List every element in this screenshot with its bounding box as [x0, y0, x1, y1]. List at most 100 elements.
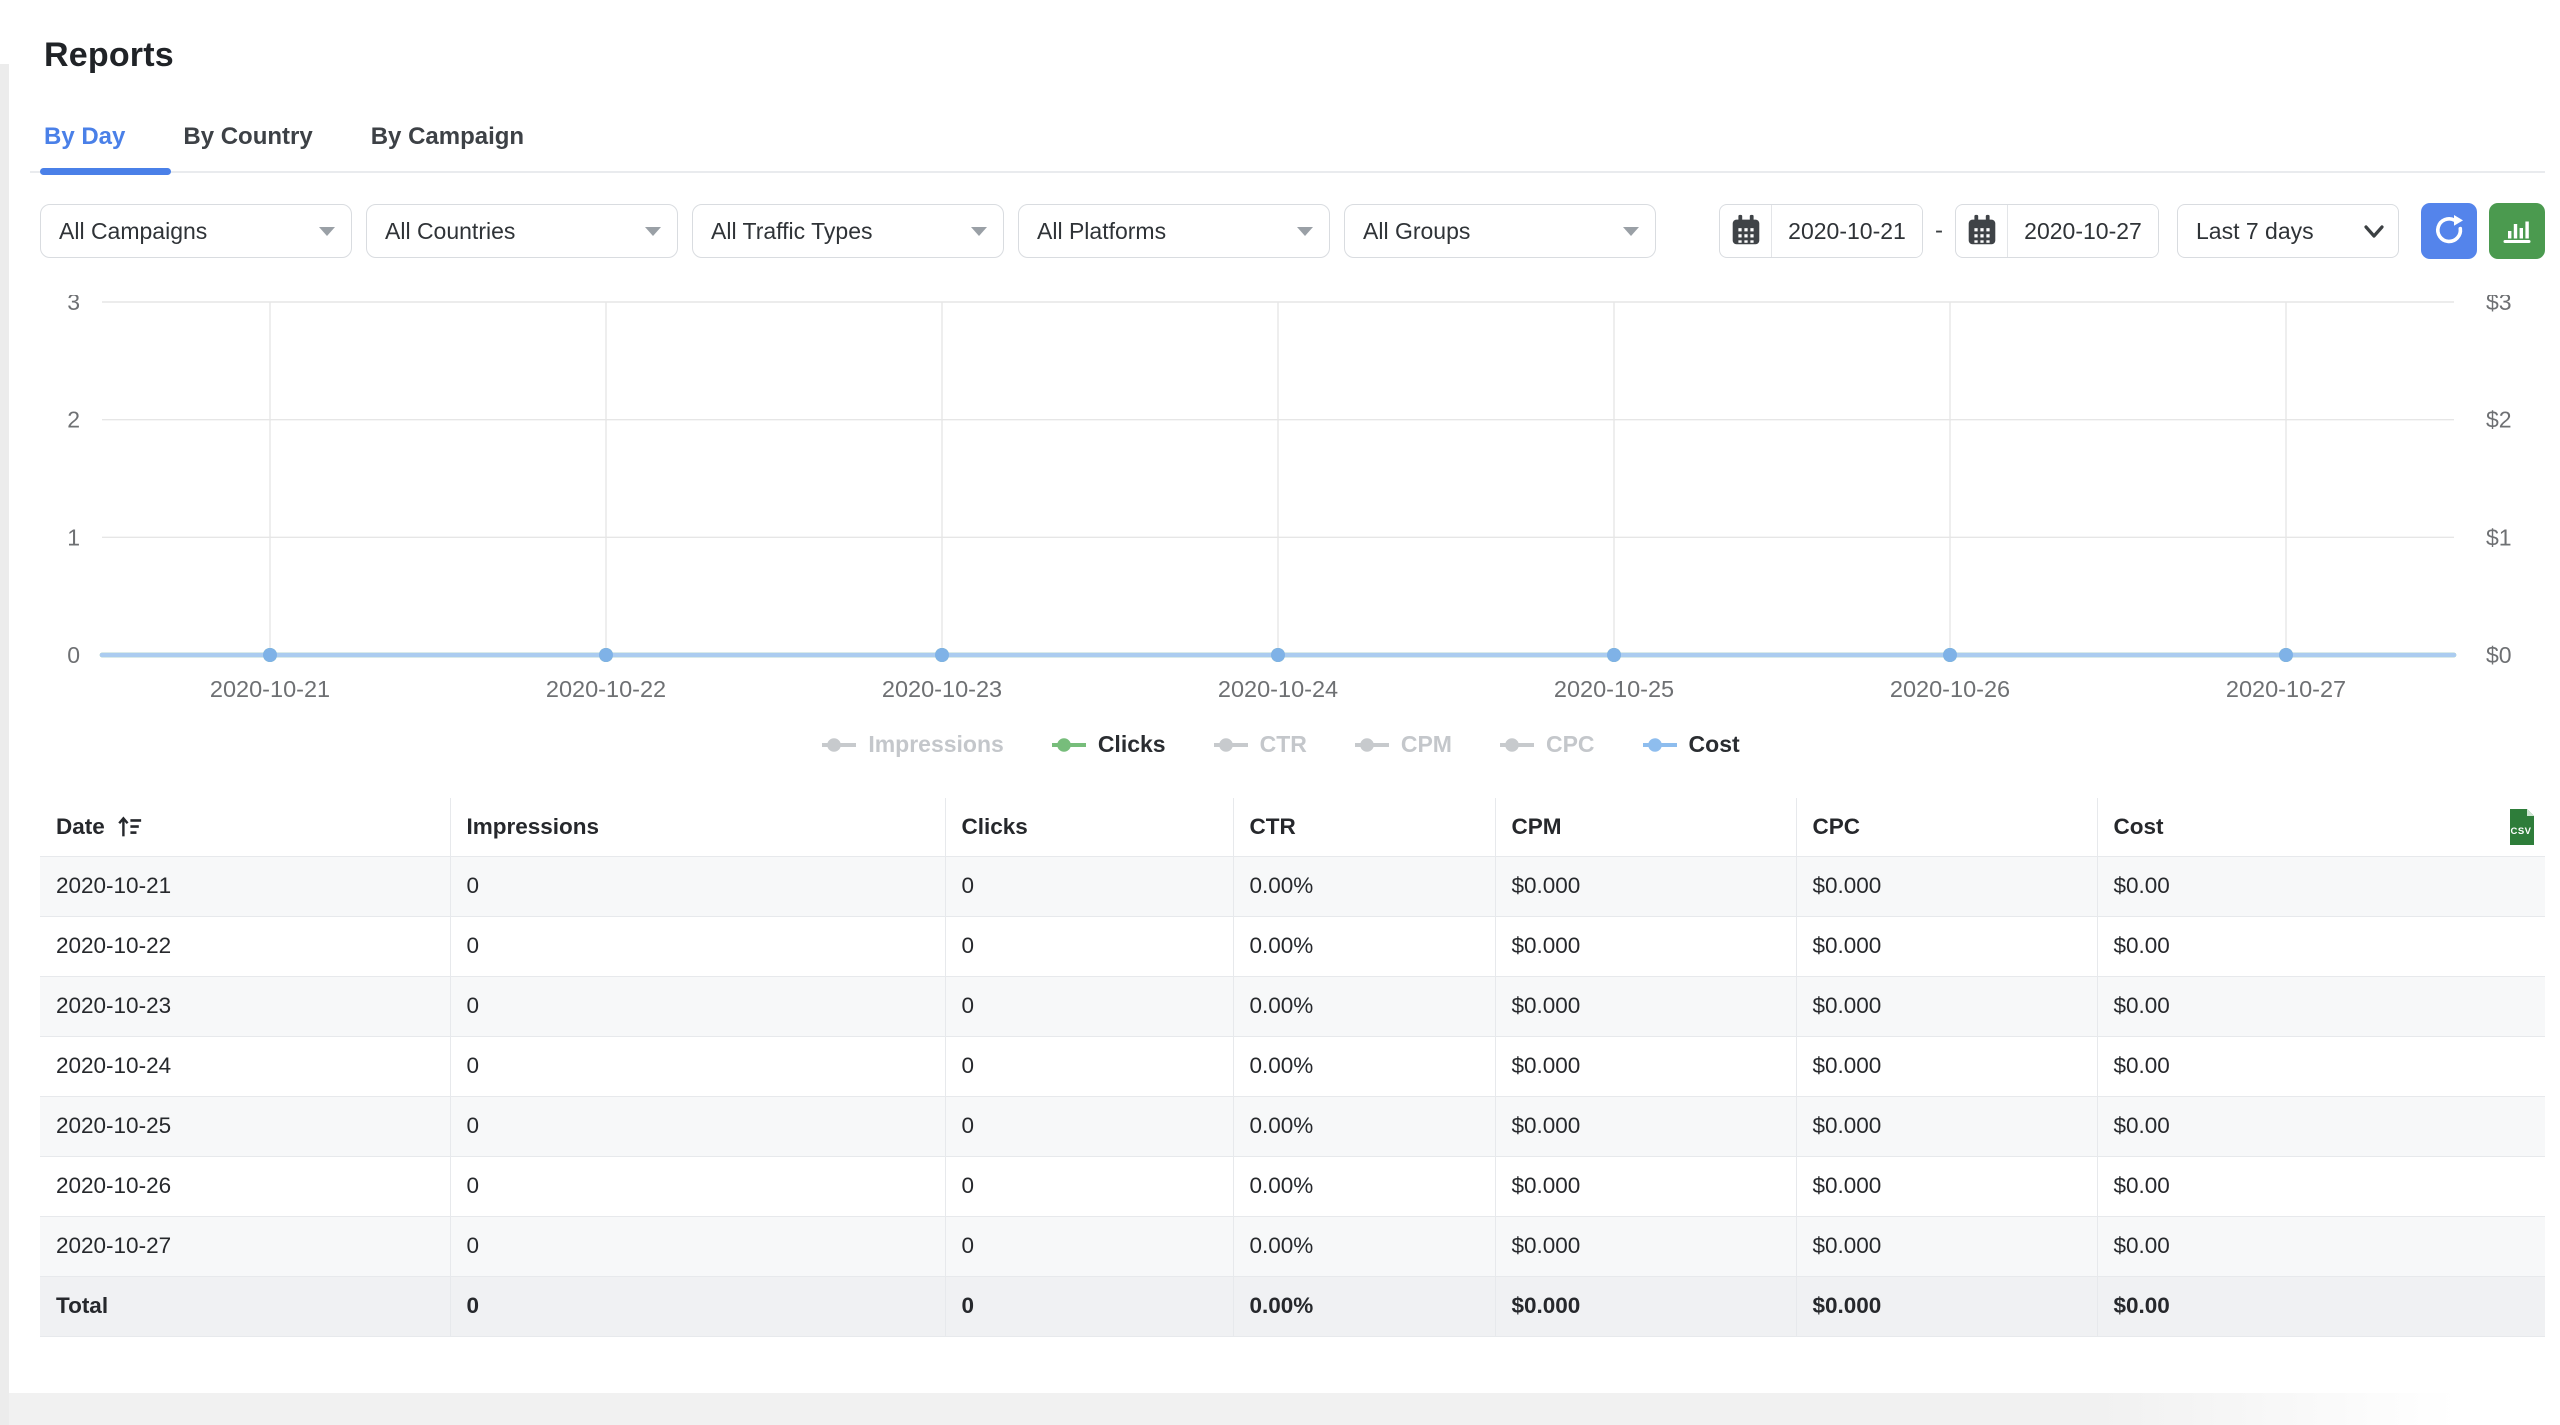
refresh-icon — [2436, 215, 2463, 244]
table-cell: 0 — [945, 856, 1234, 917]
table-cell: 0 — [945, 1156, 1234, 1217]
table-cell: 0 — [945, 1096, 1234, 1157]
date-separator: - — [1935, 217, 1943, 244]
table-cell: 0 — [450, 1156, 946, 1217]
tab-by-country[interactable]: By Country — [183, 123, 313, 150]
table-cell: 0 — [450, 1036, 946, 1097]
table-cell: $0.000 — [1495, 976, 1797, 1037]
legend-item-cpm[interactable]: CPM — [1353, 731, 1452, 758]
table-cell: 0 — [945, 976, 1234, 1037]
table-cell: $0.00 — [2097, 916, 2545, 977]
table-row: 2020-10-24 0 0 0.00% $0.000 $0.000 $0.00 — [40, 1036, 2545, 1097]
table-cell: 0.00% — [1233, 1156, 1496, 1217]
legend-label: Cost — [1688, 731, 1740, 757]
table-cell: $0.00 — [2097, 1276, 2545, 1337]
table-cell: $0.00 — [2097, 1036, 2545, 1097]
table-cell: $0.000 — [1796, 1216, 2098, 1277]
platforms-dropdown-value: All Platforms — [1037, 217, 1167, 244]
legend-item-clicks[interactable]: Clicks — [1050, 731, 1166, 758]
table-cell: $0.000 — [1796, 1156, 2098, 1217]
table-cell: $0.000 — [1796, 916, 2098, 977]
calendar-icon[interactable] — [1720, 205, 1772, 257]
groups-dropdown[interactable]: All Groups — [1344, 204, 1656, 258]
table-cell: 0.00% — [1233, 1096, 1496, 1157]
table-cell: 0.00% — [1233, 1276, 1496, 1337]
table-cell: Total — [40, 1276, 451, 1337]
column-header-date[interactable]: Date — [40, 798, 451, 857]
svg-text:2020-10-26: 2020-10-26 — [1890, 676, 2010, 702]
table-cell: $0.000 — [1495, 1216, 1797, 1277]
legend-marker-icon — [1354, 737, 1389, 752]
svg-text:2020-10-25: 2020-10-25 — [1554, 676, 1674, 702]
table-cell: 2020-10-24 — [40, 1036, 451, 1097]
legend-item-impressions[interactable]: Impressions — [820, 731, 1004, 758]
date-to-box — [1955, 204, 2159, 258]
tab-bar: By Day By Country By Campaign — [30, 123, 2545, 175]
column-header-cpm: CPM — [1495, 798, 1797, 857]
campaigns-dropdown[interactable]: All Campaigns — [40, 204, 352, 258]
legend-label: CPC — [1545, 731, 1595, 757]
table-cell: 0.00% — [1233, 856, 1496, 917]
table-header-row: Date Impressions Clicks CTR CPM CPC Cost — [40, 798, 2545, 857]
table-cell: 0.00% — [1233, 1036, 1496, 1097]
range-select-wrap: Last 7 days — [2177, 204, 2399, 258]
table-cell: $0.000 — [1495, 1156, 1797, 1217]
line-chart: 0 $0 1 $1 2 $2 3 $3 2020-10-21 2020-10-22 2020-10-… — [67, 295, 2512, 702]
table-row: 2020-10-25 0 0 0.00% $0.000 $0.000 $0.00 — [40, 1096, 2545, 1157]
legend-marker-icon — [1213, 737, 1248, 752]
table-cell: $0.00 — [2097, 856, 2545, 917]
legend-item-ctr[interactable]: CTR — [1212, 731, 1307, 758]
tab-by-day[interactable]: By Day — [39, 123, 172, 175]
date-from-input[interactable] — [1772, 205, 1922, 257]
date-to-input[interactable] — [2008, 205, 2158, 257]
tab-by-campaign[interactable]: By Campaign — [370, 123, 525, 150]
table-row: 2020-10-22 0 0 0.00% $0.000 $0.000 $0.00 — [40, 916, 2545, 977]
traffic-types-dropdown[interactable]: All Traffic Types — [692, 204, 1004, 258]
groups-dropdown-value: All Groups — [1363, 217, 1471, 244]
legend-item-cost[interactable]: Cost — [1641, 731, 1740, 758]
svg-text:$0: $0 — [2486, 642, 2512, 668]
column-header-clicks: Clicks — [945, 798, 1234, 857]
table-cell: 2020-10-27 — [40, 1216, 451, 1277]
svg-text:2: 2 — [67, 407, 80, 433]
platforms-dropdown[interactable]: All Platforms — [1018, 204, 1330, 258]
legend-label: Clicks — [1097, 731, 1166, 757]
table-cell: $0.000 — [1495, 1096, 1797, 1157]
filter-bar: All Campaigns All Countries All Traffic … — [40, 203, 2545, 259]
svg-text:CSV: CSV — [2510, 826, 2531, 837]
table-cell: $0.000 — [1495, 916, 1797, 977]
caret-down-icon — [1623, 226, 1639, 236]
page-left-edge — [0, 64, 9, 1425]
svg-text:$2: $2 — [2486, 407, 2512, 433]
calendar-icon[interactable] — [1956, 205, 2008, 257]
sort-ascending-icon — [118, 816, 141, 837]
chart-view-button[interactable] — [2489, 203, 2545, 259]
campaigns-dropdown-value: All Campaigns — [59, 217, 208, 244]
caret-down-icon — [1297, 226, 1313, 236]
csv-export-button[interactable]: CSV — [2507, 807, 2537, 853]
legend-marker-icon — [822, 737, 857, 752]
table-cell: 2020-10-21 — [40, 856, 451, 917]
table-cell: $0.00 — [2097, 976, 2545, 1037]
countries-dropdown[interactable]: All Countries — [366, 204, 678, 258]
table-total-row: Total 0 0 0.00% $0.000 $0.000 $0.00 — [40, 1276, 2545, 1337]
legend-item-cpc[interactable]: CPC — [1498, 731, 1595, 758]
legend-marker-icon — [1642, 737, 1677, 752]
refresh-button[interactable] — [2421, 203, 2477, 259]
caret-down-icon — [645, 226, 661, 236]
table-cell: 2020-10-26 — [40, 1156, 451, 1217]
table-cell: 0 — [450, 1216, 946, 1277]
table-cell: $0.000 — [1495, 1276, 1797, 1337]
legend-label: Impressions — [868, 731, 1004, 757]
traffic-types-dropdown-value: All Traffic Types — [711, 217, 873, 244]
table-cell: $0.000 — [1796, 1276, 2098, 1337]
table-row: 2020-10-27 0 0 0.00% $0.000 $0.000 $0.00 — [40, 1216, 2545, 1277]
range-select[interactable]: Last 7 days — [2177, 204, 2399, 258]
table-cell: $0.00 — [2097, 1216, 2545, 1277]
caret-down-icon — [319, 226, 335, 236]
table-cell: $0.000 — [1796, 1096, 2098, 1157]
svg-text:2020-10-27: 2020-10-27 — [2226, 676, 2346, 702]
legend-marker-icon — [1499, 737, 1534, 752]
table-cell: 0 — [450, 976, 946, 1037]
date-range: - Last 7 days — [1719, 203, 2545, 259]
